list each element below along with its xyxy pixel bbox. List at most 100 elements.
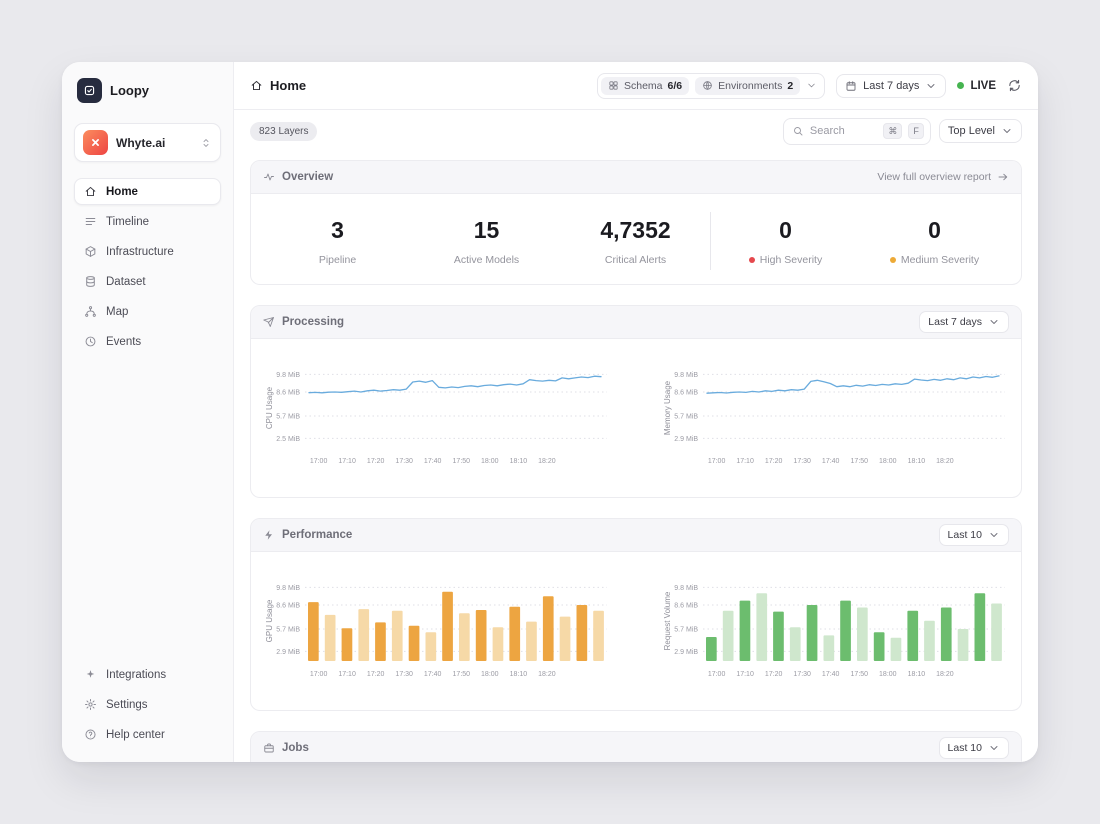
live-dot — [957, 82, 965, 89]
stat-label: Medium Severity — [889, 254, 979, 266]
jobs-title: Jobs — [263, 742, 309, 754]
overview-stats: 3 Pipeline 15 Active Models 4,7352 Critical A… — [251, 194, 1021, 284]
chevron-down-icon[interactable] — [806, 80, 817, 91]
layers-count-badge: 823 Layers — [250, 121, 318, 141]
sidebar-nav: Home Timeline Infrastructure Dataset Map Even… — [74, 178, 221, 355]
timeline-icon — [84, 215, 97, 228]
search-input[interactable] — [809, 125, 878, 137]
sidebar-item-label: Map — [106, 305, 129, 318]
toolbar-controls: ⌘ F Top Level — [782, 117, 1022, 145]
sidebar-item-dataset[interactable]: Dataset — [74, 268, 221, 295]
search-box: ⌘ F — [782, 117, 931, 145]
sidebar-item-label: Integrations — [106, 668, 167, 681]
svg-text:17:20: 17:20 — [367, 671, 385, 678]
performance-section: Performance Last 10 GPU Usage 9.8 MiB 8.6 … — [250, 518, 1022, 711]
stat-medium-severity: 0 Medium Severity — [860, 217, 1009, 266]
processing-range-value: Last 7 days — [928, 316, 982, 328]
sidebar-item-help-center[interactable]: Help center — [74, 721, 221, 748]
sidebar-item-map[interactable]: Map — [74, 298, 221, 325]
schema-value: 6/6 — [667, 79, 683, 92]
dashboard-content: Overview View full overview report 3 Pipe… — [234, 152, 1038, 762]
stat-value: 3 — [331, 216, 344, 243]
svg-text:Request Volume: Request Volume — [663, 591, 672, 650]
loopy-logo-badge — [77, 78, 102, 103]
performance-range-select[interactable]: Last 10 — [938, 524, 1009, 546]
svg-text:17:20: 17:20 — [765, 671, 783, 678]
app-window: Loopy Whyte.ai Home Timeline Infrastructur… — [62, 62, 1038, 762]
svg-text:9.8 MiB: 9.8 MiB — [276, 372, 300, 379]
processing-section-header: Processing Last 7 days — [251, 306, 1021, 339]
svg-text:17:20: 17:20 — [367, 458, 385, 465]
svg-text:8.6 MiB: 8.6 MiB — [674, 603, 698, 610]
severity-dot — [748, 256, 755, 263]
sidebar-item-integrations[interactable]: Integrations — [74, 661, 221, 688]
svg-text:8.6 MiB: 8.6 MiB — [276, 390, 300, 397]
events-icon — [84, 335, 97, 348]
schema-chip[interactable]: Schema 6/6 — [600, 76, 690, 95]
sidebar-item-label: Help center — [106, 728, 165, 741]
svg-text:CPU Usage: CPU Usage — [265, 386, 274, 429]
live-status: LIVE — [957, 80, 996, 92]
jobs-range-select[interactable]: Last 10 — [938, 737, 1009, 759]
processing-range-select[interactable]: Last 7 days — [919, 311, 1009, 333]
sidebar-item-infrastructure[interactable]: Infrastructure — [74, 238, 221, 265]
svg-text:17:30: 17:30 — [793, 671, 811, 678]
map-icon — [84, 305, 97, 318]
svg-text:18:10: 18:10 — [510, 671, 528, 678]
stat-value: 4,7352 — [600, 216, 671, 243]
workspace-name: Whyte.ai — [116, 135, 166, 150]
filter-toolbar: 823 Layers ⌘ F Top Level — [234, 110, 1038, 152]
level-select[interactable]: Top Level — [938, 119, 1022, 143]
environments-label: Environments — [718, 79, 783, 92]
date-range-select[interactable]: Last 7 days — [836, 73, 947, 98]
settings-icon — [84, 698, 97, 711]
environments-chip[interactable]: Environments 2 — [695, 76, 801, 95]
svg-text:18:00: 18:00 — [481, 671, 499, 678]
svg-text:5.7 MiB: 5.7 MiB — [276, 627, 300, 634]
dataset-icon — [84, 275, 97, 288]
view-overview-report-link[interactable]: View full overview report — [877, 171, 1009, 183]
stat-value: 15 — [473, 216, 500, 243]
svg-text:18:10: 18:10 — [510, 458, 528, 465]
workspace-selector[interactable]: Whyte.ai — [74, 123, 221, 162]
svg-text:9.8 MiB: 9.8 MiB — [674, 372, 698, 379]
home-icon — [84, 185, 97, 198]
loopy-mark-icon — [82, 83, 97, 98]
sidebar-item-label: Infrastructure — [106, 245, 174, 258]
svg-text:9.8 MiB: 9.8 MiB — [674, 585, 698, 592]
svg-text:17:50: 17:50 — [851, 671, 869, 678]
chevron-down-icon — [1001, 125, 1013, 137]
context-chip-group: Schema 6/6 Environments 2 — [596, 72, 826, 99]
chevron-down-icon — [925, 80, 937, 92]
activity-icon — [263, 171, 275, 183]
page-title-label: Home — [270, 78, 307, 93]
chevron-down-icon — [988, 742, 1000, 754]
overview-section: Overview View full overview report 3 Pipe… — [250, 160, 1022, 285]
arrow-right-icon — [997, 171, 1009, 183]
page-title: Home — [250, 78, 306, 93]
svg-text:17:50: 17:50 — [453, 458, 471, 465]
svg-text:17:40: 17:40 — [822, 458, 840, 465]
sidebar-item-settings[interactable]: Settings — [74, 691, 221, 718]
stat-pipeline: 3 Pipeline — [263, 217, 412, 266]
sidebar-item-events[interactable]: Events — [74, 328, 221, 355]
svg-text:17:30: 17:30 — [395, 458, 413, 465]
sidebar-item-label: Timeline — [106, 215, 150, 228]
home-icon — [250, 79, 263, 92]
svg-text:17:00: 17:00 — [708, 458, 726, 465]
stat-active-models: 15 Active Models — [412, 217, 561, 266]
sidebar-item-home[interactable]: Home — [74, 178, 221, 205]
date-range-value: Last 7 days — [863, 79, 920, 92]
stats-divider — [710, 212, 711, 270]
grid-icon — [608, 80, 619, 91]
sidebar-item-label: Dataset — [106, 275, 146, 288]
svg-text:GPU Usage: GPU Usage — [265, 599, 274, 642]
svg-text:18:20: 18:20 — [936, 458, 954, 465]
refresh-icon[interactable] — [1007, 78, 1022, 93]
performance-range-value: Last 10 — [947, 529, 982, 541]
processing-section: Processing Last 7 days CPU Usage 9.8 MiB 8… — [250, 305, 1022, 498]
sidebar-item-timeline[interactable]: Timeline — [74, 208, 221, 235]
